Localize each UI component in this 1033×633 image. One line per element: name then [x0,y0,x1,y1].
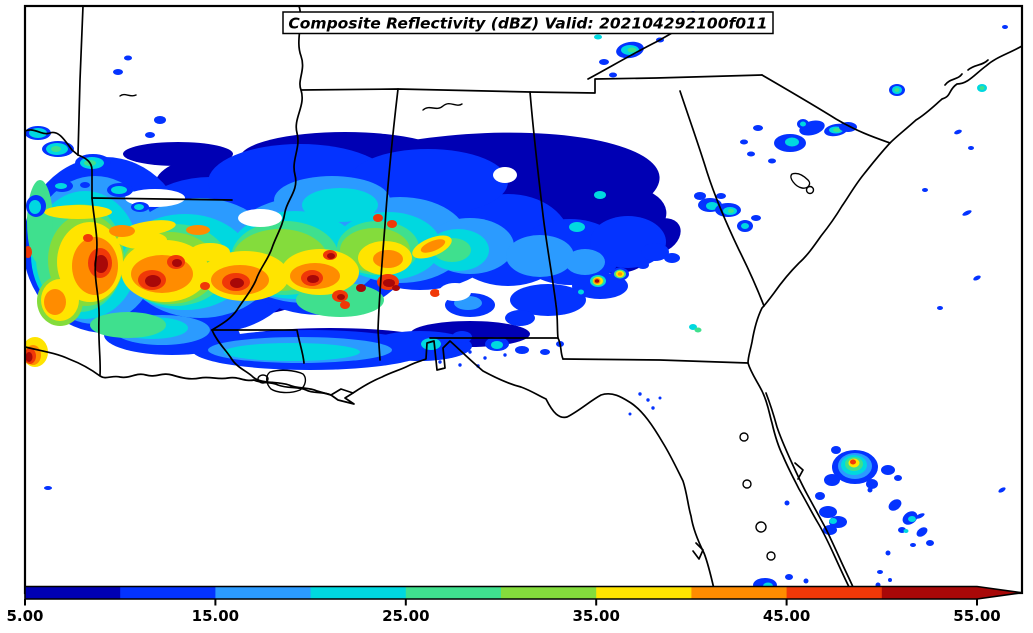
radar-echo-layer-50dbz [26,253,400,362]
colorbar-segment [691,586,787,599]
colorbar-segment [120,586,216,599]
colorbar-segment [501,586,597,599]
plot-title: Composite Reflectivity (dBZ) Valid: 2021… [288,15,767,33]
lakes-and-rivers [119,93,815,561]
colorbar-tick-label: 25.00 [382,607,429,625]
colorbar-segment [215,586,311,599]
colorbar-outline [24,585,1023,600]
colorbar-segment [786,586,883,599]
colorbar-segment [310,586,407,599]
colorbar-tick-label: 45.00 [763,607,810,625]
state-boundaries [24,5,891,396]
coastlines [24,45,1023,594]
colorbar-extend-arrow [977,586,1022,599]
colorbar-tick-label: 35.00 [572,607,619,625]
scattered-cells-carolinas [694,84,987,232]
offshore-cells [877,25,1008,574]
colorbar: 5.00 15.00 25.00 35.00 45.00 55.00 [6,585,1023,625]
radar-echo-field [26,11,1008,592]
colorbar-tick-label: 5.00 [6,607,43,625]
colorbar-tick-label: 55.00 [953,607,1000,625]
florida-storm-cell [815,446,902,500]
title-box: Composite Reflectivity (dBZ) Valid: 2021… [282,11,774,35]
colorbar-tick-label: 15.00 [192,607,239,625]
scattered-cells-northwest [26,55,166,217]
colorbar-segment [405,586,502,599]
colorbar-segment [881,586,978,599]
colorbar-segment [596,586,692,599]
radar-echo-gaps [125,167,517,301]
coastal-cells-gulf [44,331,662,490]
colorbar-segment [25,586,121,599]
georgia-storm-cells [573,261,702,333]
